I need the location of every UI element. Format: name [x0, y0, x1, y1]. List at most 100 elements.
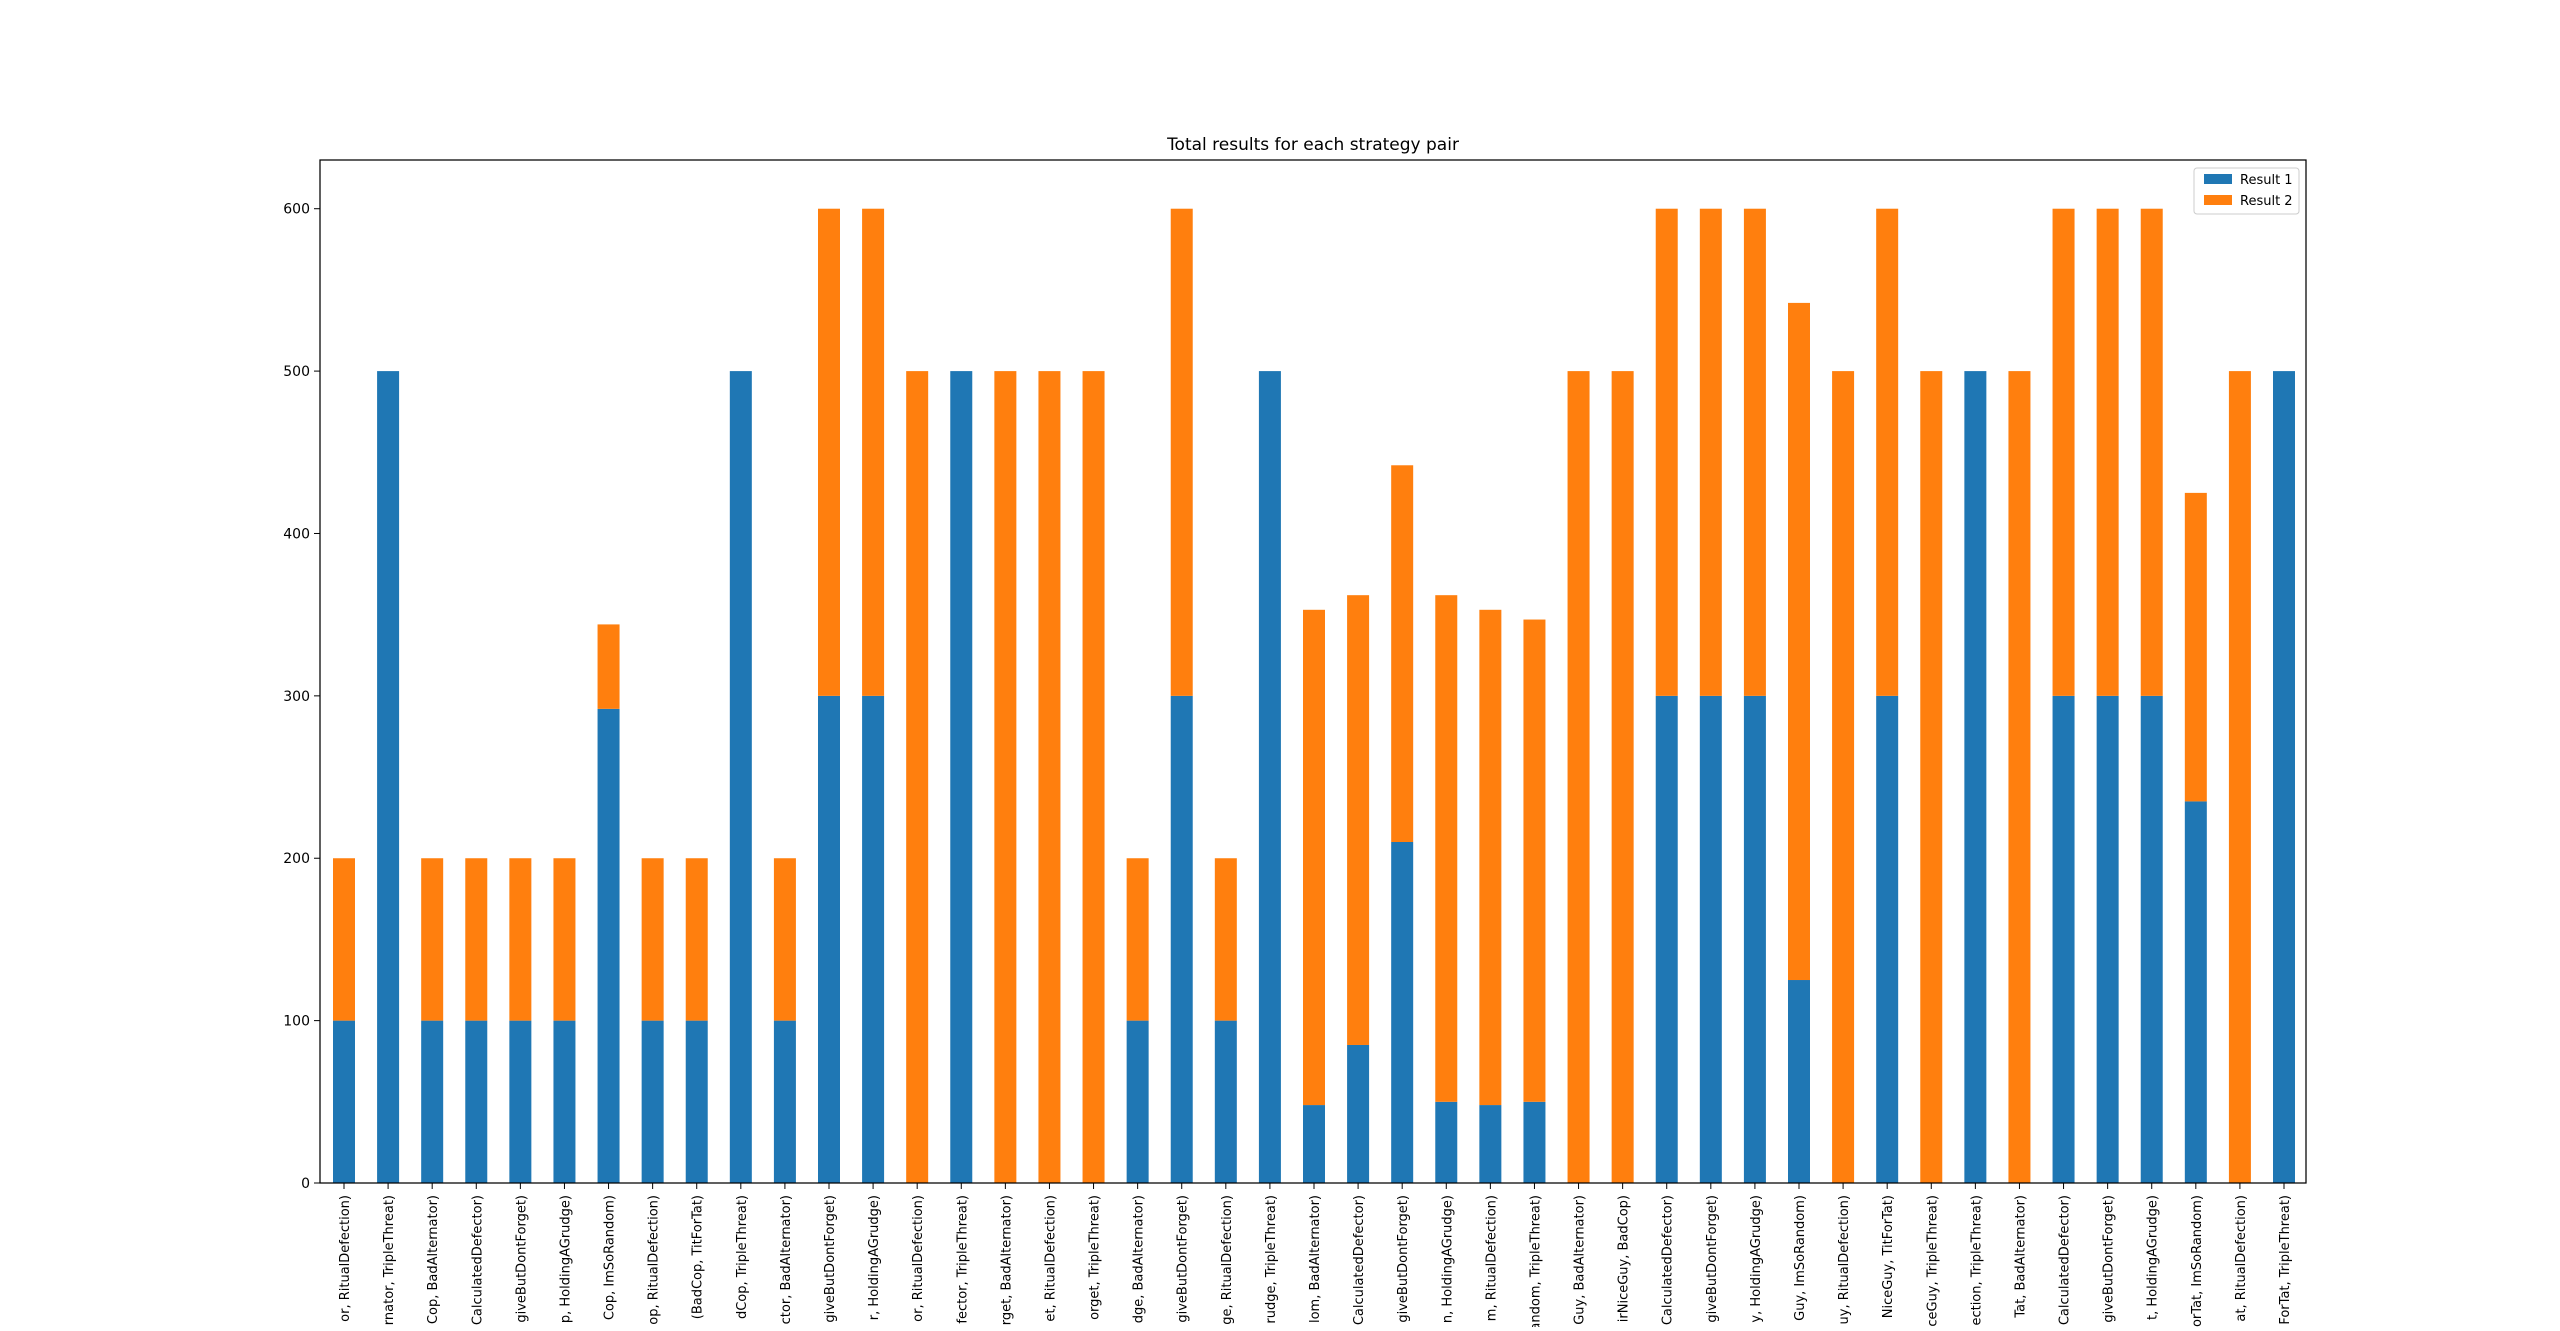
- x-tick-label: at, RitualDefection): [2234, 1195, 2249, 1322]
- bar-result-2-26: [1479, 609, 1502, 1106]
- x-tick-label: dge, BadAlternator): [1132, 1195, 1147, 1323]
- bar-result-1-32: [1743, 695, 1766, 1183]
- x-tick-label: (BadCop, TitForTat): [691, 1195, 706, 1319]
- bar-result-2-2: [421, 858, 444, 1021]
- bar-result-1-2: [421, 1020, 444, 1183]
- bar-result-1-26: [1479, 1105, 1502, 1183]
- x-tick-label: t, HoldingAGrudge): [2146, 1195, 2161, 1320]
- bar-result-1-9: [729, 371, 752, 1184]
- x-tick-label: giveButDontForget): [2102, 1195, 2117, 1323]
- x-tick-label: irNiceGuy, BadCop): [1617, 1195, 1632, 1322]
- bar-result-2-38: [2008, 371, 2031, 1184]
- bar-result-2-41: [2140, 208, 2163, 696]
- bar-result-1-23: [1347, 1044, 1370, 1183]
- legend-swatch-result-1: [2204, 174, 2232, 184]
- x-tick-label: CalculatedDefector): [1352, 1195, 1367, 1325]
- x-tick-label: Guy, ImSoRandom): [1793, 1195, 1808, 1321]
- bar-result-2-13: [906, 371, 929, 1184]
- bar-result-1-39: [2052, 695, 2075, 1183]
- bar-result-2-11: [818, 208, 840, 696]
- bar-result-2-27: [1523, 619, 1546, 1102]
- bar-result-2-7: [641, 858, 664, 1021]
- plot-frame: [319, 159, 2307, 1184]
- bar-result-2-17: [1082, 371, 1105, 1184]
- bar-result-2-6: [597, 624, 620, 709]
- bar-result-1-22: [1303, 1105, 1325, 1183]
- bar-result-1-31: [1699, 695, 1722, 1183]
- y-tick-label: 200: [283, 851, 310, 867]
- bar-result-1-1: [377, 371, 400, 1184]
- bar-result-2-16: [1038, 371, 1061, 1184]
- x-tick-label: andom, TripleThreat): [1528, 1195, 1543, 1327]
- x-tick-label: fector, TripleThreat): [955, 1195, 970, 1324]
- bar-result-2-36: [1920, 371, 1943, 1184]
- legend-label-result-1: Result 1: [2240, 173, 2293, 188]
- bar-result-2-3: [465, 858, 488, 1021]
- bar-result-2-22: [1303, 609, 1325, 1106]
- bar-result-1-20: [1214, 1020, 1237, 1183]
- x-tick-label: m, RitualDefection): [1484, 1195, 1499, 1321]
- legend-swatch-result-2: [2204, 195, 2232, 205]
- x-tick-label: ForTat, TripleThreat): [2278, 1195, 2293, 1325]
- legend: Result 1 Result 2: [2193, 167, 2300, 215]
- bar-result-2-15: [994, 371, 1017, 1184]
- x-tick-label: lom, BadAlternator): [1308, 1195, 1323, 1323]
- x-tick-label: orTat, ImSoRandom): [2190, 1195, 2205, 1327]
- bar-result-2-32: [1743, 208, 1766, 696]
- y-tick-label: 600: [283, 202, 310, 218]
- x-tick-label: y, HoldingAGrudge): [1749, 1195, 1764, 1323]
- y-tick-label: 100: [283, 1014, 310, 1030]
- x-tick-label: et, RitualDefection): [1043, 1195, 1058, 1322]
- bar-result-1-33: [1788, 980, 1810, 1183]
- x-tick-label: r, HoldingAGrudge): [867, 1195, 882, 1320]
- x-tick-label: orget, TripleThreat): [1088, 1195, 1103, 1320]
- bar-result-2-33: [1788, 302, 1810, 981]
- x-tick-label: n, HoldingAGrudge): [1440, 1195, 1455, 1323]
- x-tick-label: Guy, BadAlternator): [1573, 1195, 1588, 1325]
- x-tick-label: op, RitualDefection): [647, 1195, 662, 1325]
- x-tick-label: giveButDontForget): [823, 1195, 838, 1323]
- bar-result-1-40: [2096, 695, 2119, 1183]
- x-tick-label: NiceGuy, TitForTat): [1881, 1195, 1896, 1318]
- bar-result-1-30: [1655, 695, 1678, 1183]
- x-tick-label: Cop, ImSoRandom): [603, 1195, 618, 1320]
- y-tick-label: 0: [301, 1176, 310, 1192]
- x-tick-label: ge, RitualDefection): [1220, 1195, 1235, 1325]
- x-tick-label: uy, RitualDefection): [1837, 1195, 1852, 1324]
- bar-result-1-19: [1170, 695, 1193, 1183]
- bar-result-2-4: [509, 858, 532, 1021]
- x-tick-label: Tat, BadAlternator): [2013, 1195, 2028, 1319]
- bar-result-1-24: [1391, 842, 1414, 1183]
- x-tick-label: CalculatedDefector): [2058, 1195, 2073, 1325]
- x-tick-label: giveButDontForget): [514, 1195, 529, 1323]
- bar-result-2-5: [553, 858, 576, 1021]
- y-tick-label: 500: [283, 364, 310, 380]
- x-tick-label: CalculatedDefector): [470, 1195, 485, 1325]
- bar-result-1-8: [685, 1020, 708, 1183]
- bar-result-1-6: [597, 708, 620, 1183]
- bar-result-1-18: [1126, 1020, 1149, 1183]
- bar-result-1-7: [641, 1020, 664, 1183]
- bar-result-2-40: [2096, 208, 2119, 696]
- bar-result-2-39: [2052, 208, 2075, 696]
- x-tick-label: ceGuy, TripleThreat): [1925, 1195, 1940, 1327]
- x-tick-label: rnator, TripleThreat): [382, 1195, 397, 1325]
- bar-result-1-10: [773, 1020, 796, 1183]
- x-tick-label: or, RitualDefection): [338, 1195, 353, 1322]
- bar-result-2-24: [1391, 465, 1414, 842]
- bar-result-1-14: [950, 371, 973, 1184]
- bar-result-2-25: [1435, 595, 1458, 1102]
- chart-title: Total results for each strategy pair: [1166, 135, 1459, 155]
- x-tick-label: CalculatedDefector): [1661, 1195, 1676, 1325]
- bar-result-1-0: [333, 1020, 355, 1183]
- bar-result-2-23: [1347, 595, 1370, 1045]
- bar-result-2-43: [2228, 371, 2251, 1184]
- bar-result-1-4: [509, 1020, 532, 1183]
- bar-result-1-5: [553, 1020, 576, 1183]
- x-tick-label: ection, TripleThreat): [1969, 1195, 1984, 1326]
- bar-result-1-35: [1876, 695, 1899, 1183]
- x-tick-label: or, RitualDefection): [911, 1195, 926, 1322]
- bar-result-2-20: [1214, 858, 1237, 1021]
- bar-result-1-3: [465, 1020, 488, 1183]
